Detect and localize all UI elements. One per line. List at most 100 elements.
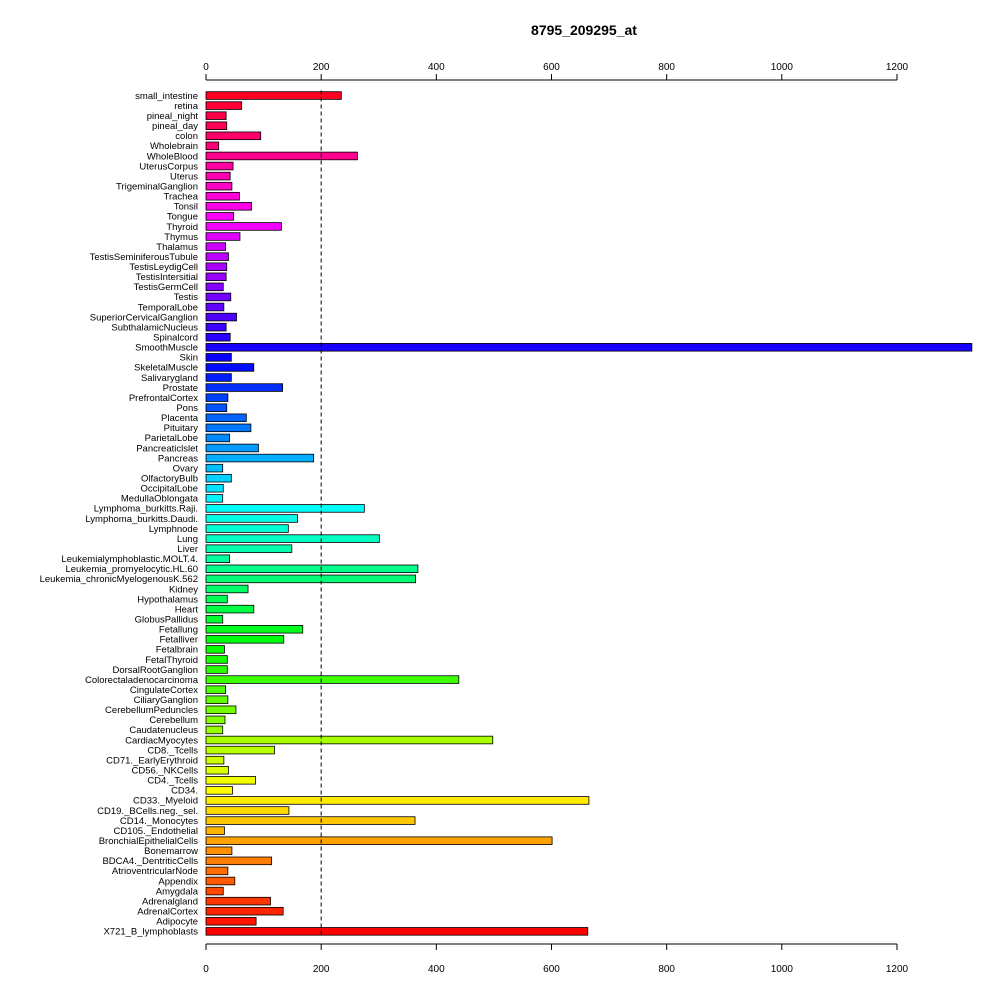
category-label: Pancreaticlslet xyxy=(136,443,198,454)
bottom-tick-label: 600 xyxy=(543,964,560,975)
bar xyxy=(205,292,232,302)
category-label: BronchialEpithelialCells xyxy=(99,836,199,847)
category-label: GlobusPallidus xyxy=(135,614,199,625)
category-label: CiliaryGanglion xyxy=(134,695,198,706)
bar xyxy=(205,564,419,574)
bar xyxy=(205,765,229,775)
category-label: Fetalliver xyxy=(159,635,198,646)
bar xyxy=(205,786,233,795)
bar xyxy=(205,816,416,825)
category-label: Adrenalgland xyxy=(142,896,198,907)
bar xyxy=(205,191,240,201)
bar xyxy=(205,675,460,684)
bar xyxy=(205,685,226,694)
bar xyxy=(205,625,304,634)
category-label: WholeBlood xyxy=(147,151,198,162)
bottom-tick-label: 800 xyxy=(658,964,675,975)
category-label: Thalamus xyxy=(156,242,198,253)
category-label: CD34. xyxy=(171,786,198,797)
category-label: Salivarygland xyxy=(141,373,198,384)
category-label: UterusCorpus xyxy=(139,161,198,172)
bar xyxy=(205,141,220,151)
bar xyxy=(205,282,224,292)
category-label: SubthalamicNucleus xyxy=(111,322,198,333)
bar xyxy=(205,886,224,896)
category-label: Uterus xyxy=(170,171,198,182)
bar xyxy=(205,111,227,120)
bar xyxy=(205,544,293,553)
category-label: Wholebrain xyxy=(150,141,198,152)
category-label: Pons xyxy=(176,403,198,414)
bar xyxy=(205,463,224,473)
category-label: SmoothMuscle xyxy=(135,343,198,354)
bar xyxy=(205,262,228,271)
bar xyxy=(205,151,358,161)
bar xyxy=(205,695,229,704)
category-label: Prostate xyxy=(163,383,198,394)
category-label: Tongue xyxy=(167,212,198,223)
top-tick-label: 400 xyxy=(428,62,445,73)
category-label: CingulateCortex xyxy=(130,685,198,696)
category-label: MedullaOblongata xyxy=(121,494,199,505)
category-label: Thyroid xyxy=(166,222,198,233)
category-labels: small_intestineretinapineal_nightpineal_… xyxy=(40,91,199,938)
bar xyxy=(205,806,290,815)
bar xyxy=(205,776,256,785)
category-label: PrefrontalCortex xyxy=(129,393,198,404)
category-label: Caudatenucleus xyxy=(129,725,198,736)
bar xyxy=(205,423,252,433)
category-label: pineal_night xyxy=(147,111,199,122)
bar xyxy=(205,665,228,674)
bar xyxy=(205,836,553,845)
category-label: CD56._NKCells xyxy=(131,766,198,777)
category-label: Leukemialymphoblastic.MOLT.4. xyxy=(61,554,198,565)
category-label: SuperiorCervicalGanglion xyxy=(90,312,198,323)
bar xyxy=(205,856,273,866)
bar xyxy=(205,725,224,735)
category-label: CD71._EarlyErythroid xyxy=(106,755,198,766)
top-tick-label: 0 xyxy=(203,62,209,73)
bottom-x-axis: 0 200 400 600 800 1000 1200 xyxy=(203,943,909,975)
category-label: Kidney xyxy=(169,584,198,595)
category-label: TestisLeydigCell xyxy=(129,262,198,273)
category-label: TestisSeminiferousTubule xyxy=(90,252,198,263)
category-label: Tonsil xyxy=(174,202,198,213)
top-tick-label: 600 xyxy=(543,62,560,73)
category-label: CardiacMyocytes xyxy=(125,735,198,746)
bar xyxy=(205,232,241,241)
bar xyxy=(205,866,229,876)
bar xyxy=(205,363,255,372)
category-label: Thymus xyxy=(164,232,198,243)
bar xyxy=(205,252,229,261)
bar xyxy=(205,322,227,332)
bar xyxy=(205,171,231,181)
category-label: Pancreas xyxy=(158,453,198,464)
bar xyxy=(205,473,232,483)
bar xyxy=(205,373,232,382)
category-label: Lung xyxy=(177,534,198,545)
bar xyxy=(205,433,231,443)
category-label: AtrioventricularNode xyxy=(112,866,198,877)
bar xyxy=(205,312,237,322)
category-label: SkeletalMuscle xyxy=(134,363,198,374)
category-label: TemporalLobe xyxy=(138,302,198,313)
bar xyxy=(205,896,271,906)
category-label: OlfactoryBulb xyxy=(141,474,198,485)
bar xyxy=(205,735,494,745)
bar xyxy=(205,917,257,926)
bar xyxy=(205,131,262,141)
bar xyxy=(205,705,237,715)
bar xyxy=(205,332,231,342)
category-label: Appendix xyxy=(158,876,198,887)
category-label: CD4._Tcells xyxy=(147,776,198,787)
category-label: colon xyxy=(175,131,198,142)
bar xyxy=(205,393,229,402)
category-label: Cerebellum xyxy=(149,715,198,726)
chart-title: 8795_209295_at xyxy=(531,22,637,38)
category-label: CD105._Endothelial xyxy=(113,826,198,837)
category-label: DorsalRootGanglion xyxy=(112,665,198,676)
bar xyxy=(205,745,275,755)
category-label: Heart xyxy=(175,604,199,615)
category-label: OccipitalLobe xyxy=(140,484,198,495)
